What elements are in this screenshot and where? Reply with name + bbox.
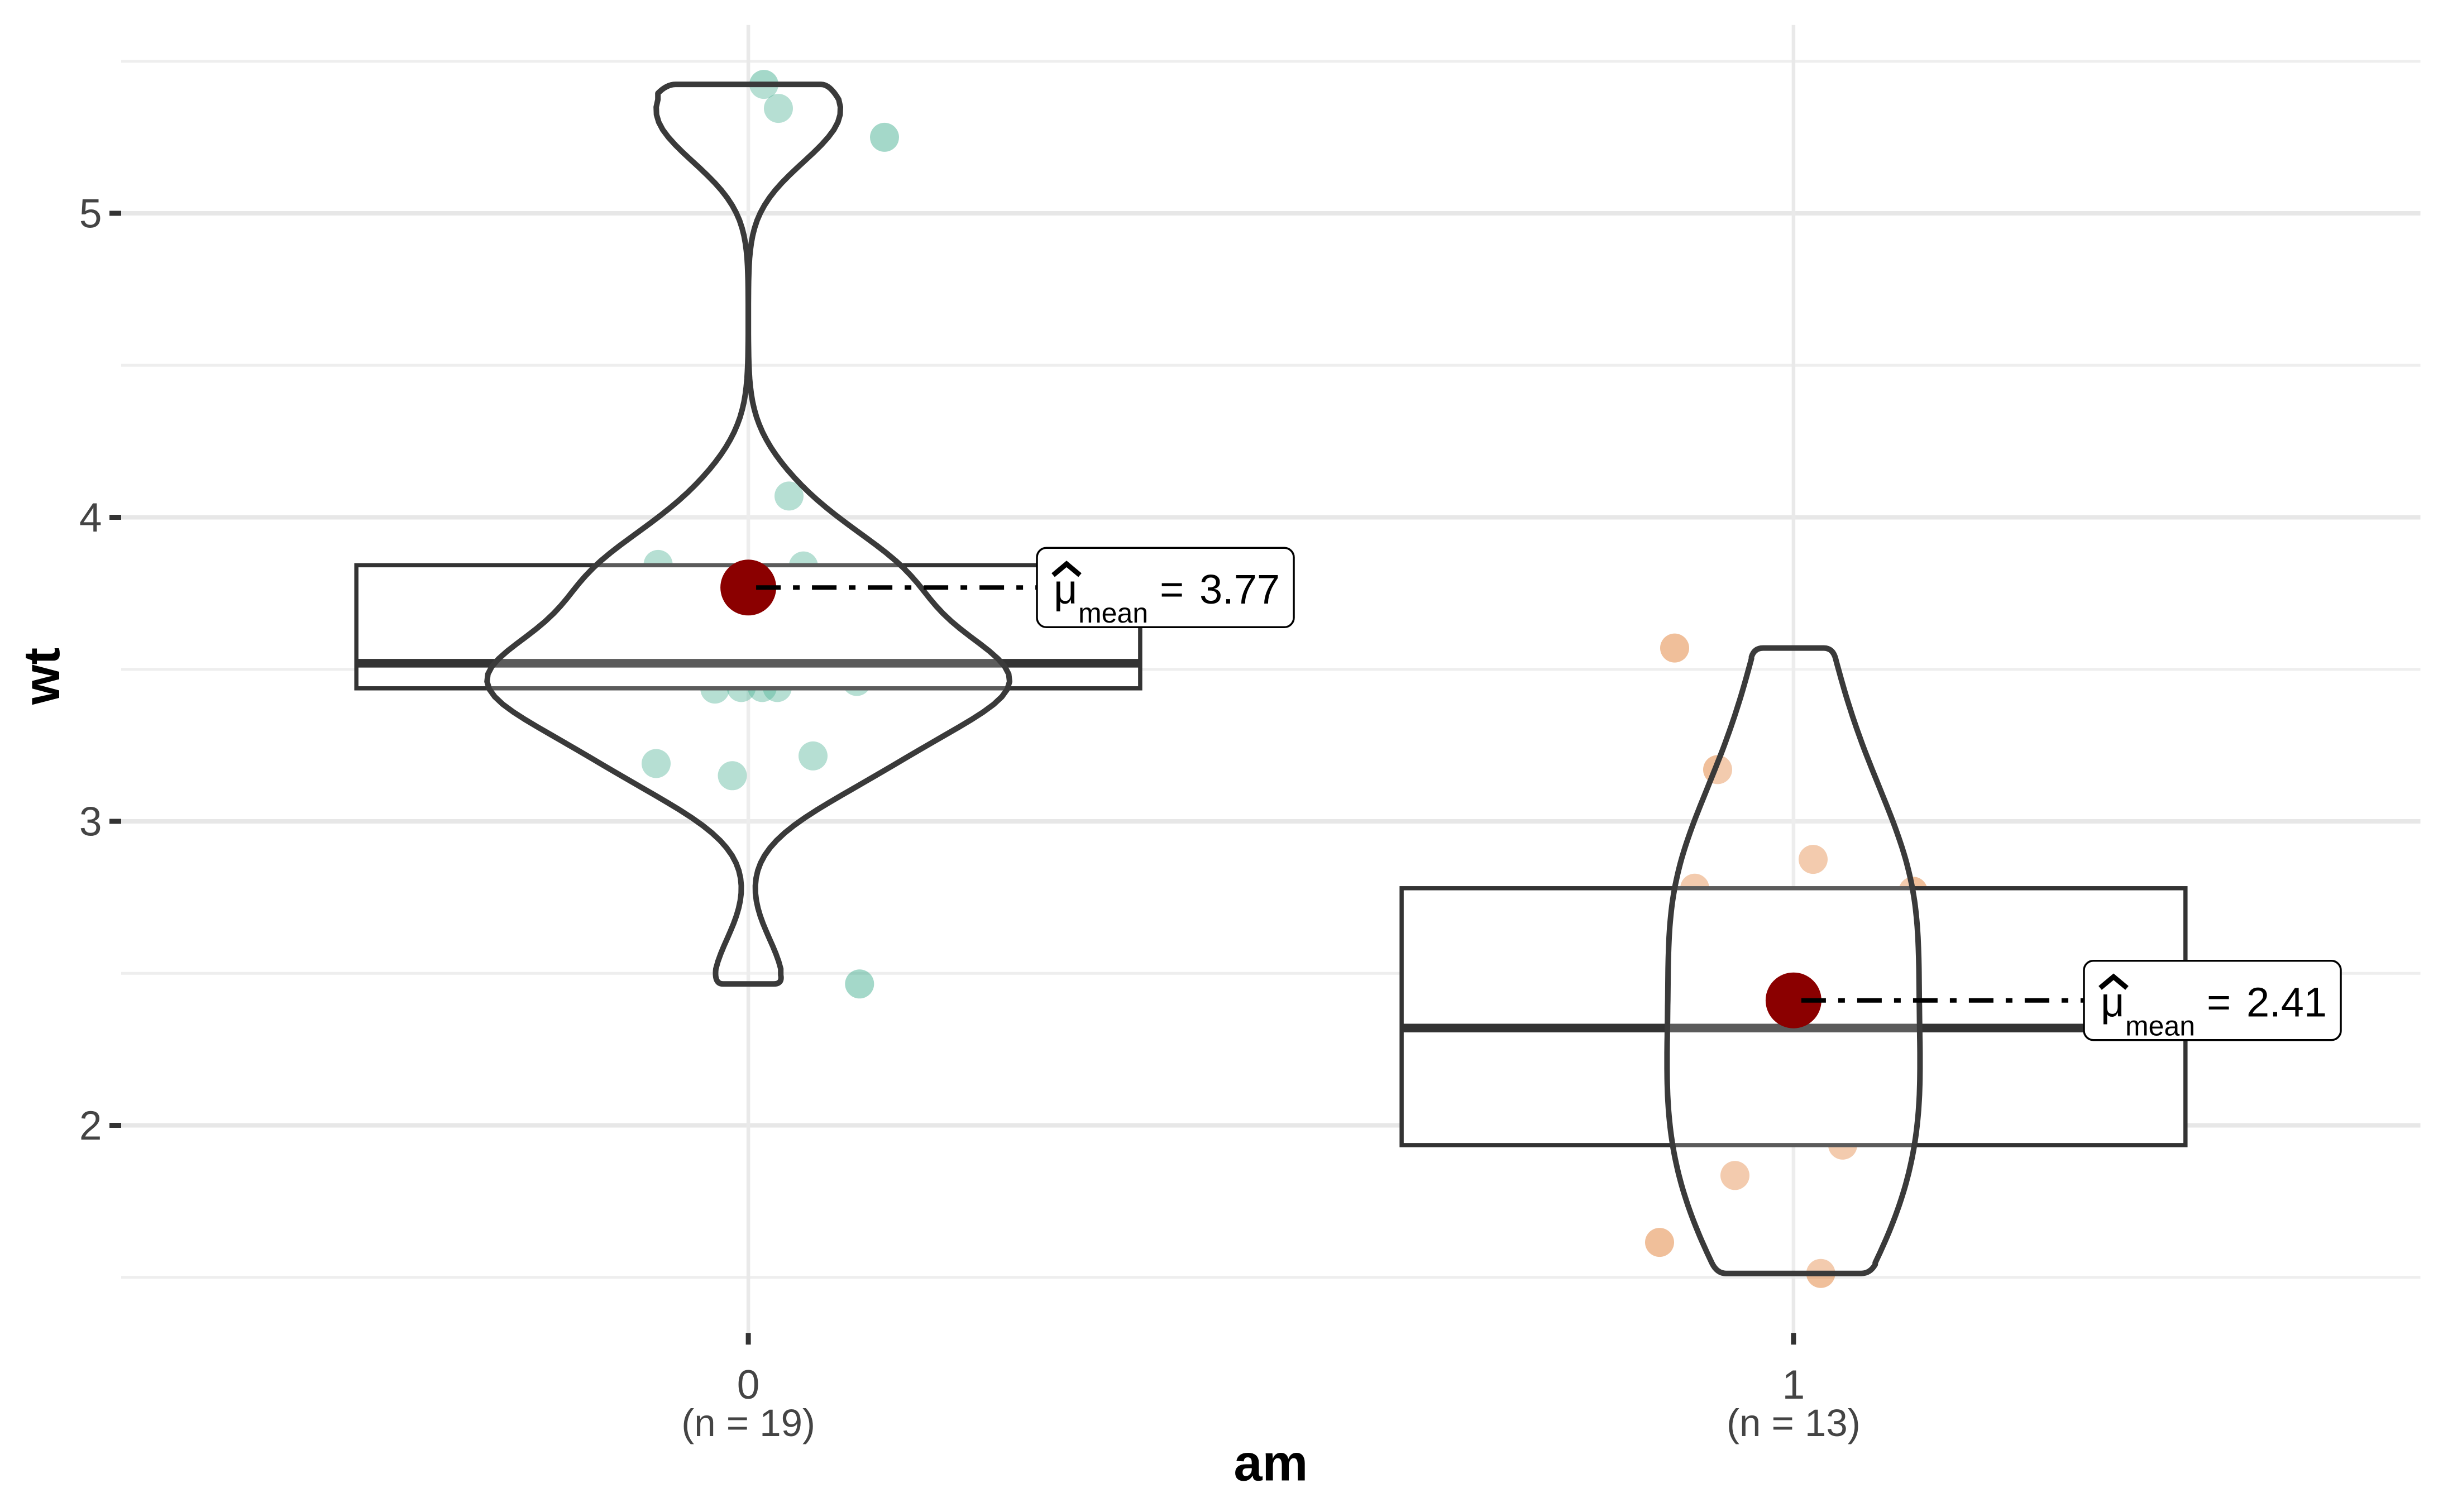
svg-text:am: am (1234, 1435, 1308, 1492)
svg-text:2: 2 (79, 1103, 102, 1149)
svg-text:=: = (2207, 979, 2231, 1025)
svg-text:0: 0 (737, 1362, 760, 1408)
svg-text:3: 3 (79, 799, 102, 844)
svg-text:2.41: 2.41 (2246, 979, 2327, 1025)
svg-text:(n = 13): (n = 13) (1727, 1401, 1861, 1444)
svg-text:=: = (1160, 566, 1184, 613)
svg-text:4: 4 (79, 495, 102, 540)
svg-text:1: 1 (1782, 1362, 1805, 1408)
svg-text:5: 5 (79, 191, 102, 236)
svg-text:mean: mean (1078, 597, 1148, 629)
svg-text:wt: wt (13, 648, 70, 705)
svg-text:3.77: 3.77 (1199, 566, 1280, 613)
svg-text:(n = 19): (n = 19) (681, 1401, 815, 1444)
svg-text:mean: mean (2125, 1010, 2195, 1041)
